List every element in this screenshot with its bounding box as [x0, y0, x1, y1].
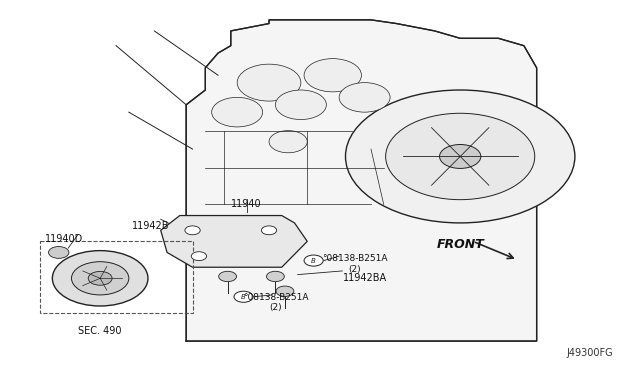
Circle shape	[440, 144, 481, 169]
Text: 11942BA: 11942BA	[342, 273, 387, 283]
Circle shape	[185, 226, 200, 235]
Circle shape	[72, 262, 129, 295]
Circle shape	[88, 272, 112, 285]
Circle shape	[191, 252, 207, 260]
Text: J49300FG: J49300FG	[566, 349, 613, 359]
Circle shape	[237, 64, 301, 101]
Text: 11940D: 11940D	[45, 234, 83, 244]
Circle shape	[261, 226, 276, 235]
Circle shape	[49, 247, 69, 259]
Circle shape	[304, 255, 323, 266]
Polygon shape	[161, 215, 307, 267]
Circle shape	[52, 251, 148, 306]
Text: 11940: 11940	[232, 199, 262, 209]
Circle shape	[386, 113, 535, 200]
Circle shape	[304, 59, 362, 92]
Circle shape	[219, 271, 237, 282]
Circle shape	[276, 286, 294, 296]
Circle shape	[346, 90, 575, 223]
Circle shape	[234, 291, 253, 302]
Circle shape	[339, 83, 390, 112]
Text: °08138-B251A
(2): °08138-B251A (2)	[243, 293, 308, 312]
Text: 11942B: 11942B	[132, 221, 170, 231]
Circle shape	[275, 90, 326, 119]
Text: °08138-B251A
(2): °08138-B251A (2)	[323, 254, 388, 274]
Text: SEC. 490: SEC. 490	[79, 326, 122, 336]
Circle shape	[266, 271, 284, 282]
Text: B: B	[241, 294, 246, 300]
Text: FRONT: FRONT	[436, 238, 484, 251]
Text: B: B	[311, 257, 316, 264]
Polygon shape	[186, 20, 537, 341]
Circle shape	[269, 131, 307, 153]
Circle shape	[212, 97, 262, 127]
